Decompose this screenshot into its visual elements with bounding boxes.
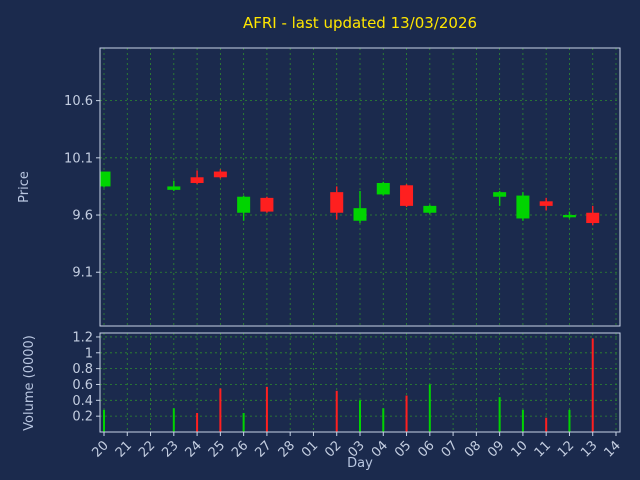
day-tick-label: 21	[113, 438, 135, 460]
volume-tick-label: 1	[85, 346, 93, 361]
candle-body-03	[353, 208, 367, 221]
price-axis-label: Price	[17, 171, 32, 203]
day-tick-label: 11	[532, 438, 554, 460]
candle-body-24	[190, 177, 204, 183]
price-tick-label: 9.1	[72, 266, 93, 281]
candle-body-20	[100, 171, 111, 187]
day-tick-label: 27	[252, 438, 274, 460]
day-tick-label: 09	[485, 438, 507, 460]
candle-body-09	[493, 192, 507, 197]
price-tick-label: 10.6	[64, 94, 93, 109]
day-tick-label: 26	[229, 438, 251, 460]
candle-body-02	[330, 192, 344, 213]
candle-series	[100, 169, 600, 226]
price-tick-label: 10.1	[64, 151, 93, 166]
day-tick-label: 23	[159, 438, 181, 460]
day-tick-label: 28	[276, 438, 298, 460]
candle-body-25	[213, 171, 227, 178]
day-tick-label: 13	[578, 438, 600, 460]
candle-body-12	[562, 215, 576, 218]
day-tick-label: 10	[508, 438, 530, 460]
candle-body-23	[167, 186, 181, 190]
candle-body-27	[260, 197, 274, 212]
price-plot-border	[99, 47, 621, 327]
candle-body-13	[586, 212, 600, 224]
day-tick-label: 25	[206, 438, 228, 460]
volume-tick-label: 0.4	[72, 394, 93, 409]
chart-title: AFRI - last updated 13/03/2026	[243, 14, 477, 32]
day-tick-label: 07	[439, 438, 461, 460]
candle-body-04	[376, 182, 390, 195]
day-tick-label: 05	[392, 438, 414, 460]
gridlines	[100, 48, 620, 432]
volume-axis-label: Volume (0000)	[22, 335, 37, 431]
volume-tick-label: 1.2	[72, 330, 93, 345]
day-tick-label: 12	[555, 438, 577, 460]
day-tick-label: 24	[183, 438, 205, 460]
axis-ticks: 9.1 9.6 10.1 10.6 0.20.40.60.811.2 20 21 22 23 24…	[64, 94, 624, 460]
day-tick-label: 22	[136, 438, 158, 460]
price-tick-label: 9.6	[72, 209, 93, 224]
volume-series	[103, 338, 594, 432]
candle-body-06	[423, 205, 437, 213]
day-tick-label: 02	[322, 438, 344, 460]
candle-body-26	[237, 196, 251, 213]
candle-body-11	[539, 201, 553, 206]
day-tick-label: 20	[90, 438, 112, 460]
day-tick-label: 08	[462, 438, 484, 460]
day-axis-label: Day	[347, 456, 373, 471]
volume-tick-label: 0.6	[72, 378, 93, 393]
day-tick-label: 06	[415, 438, 437, 460]
volume-tick-label: 0.2	[72, 410, 93, 425]
candle-body-05	[400, 185, 414, 206]
candle-body-10	[516, 195, 530, 219]
volume-tick-label: 0.8	[72, 362, 93, 377]
day-tick-label: 14	[602, 438, 624, 460]
day-tick-label: 01	[299, 438, 321, 460]
